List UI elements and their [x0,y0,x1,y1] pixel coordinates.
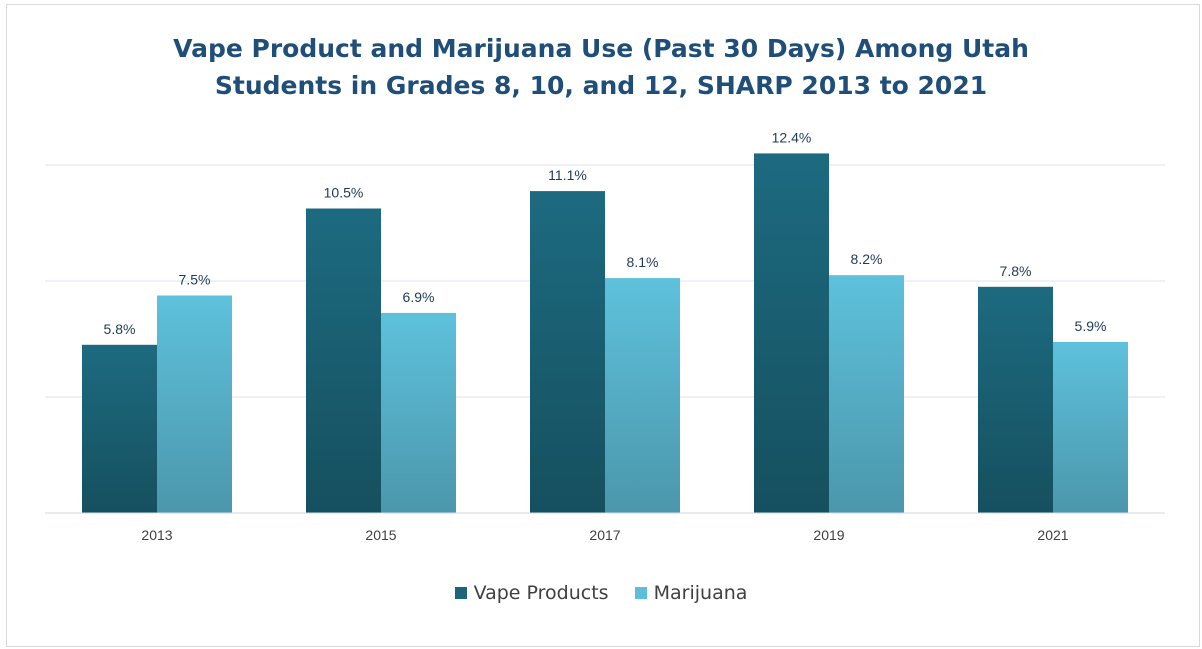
data-label-vape-products-2021: 7.8% [1000,263,1032,279]
x-axis: 2013 2015 2017 2019 2021 [45,512,1165,543]
data-label-vape-products-2013: 5.8% [104,321,136,337]
data-labels: 5.8% 7.5% 10.5% 6.9% 11.1% 8.1% 12.4% 8.2% 7.8% 5… [104,129,1107,336]
bar-vape-products-2021 [978,286,1053,513]
bar-vape-products-2013 [82,344,157,513]
data-label-marijuana-2017: 8.1% [627,254,659,270]
bar-marijuana-2015 [381,312,456,513]
bar-marijuana-2019 [829,275,904,513]
data-label-marijuana-2021: 5.9% [1075,318,1107,334]
x-tick-label-2021: 2021 [1037,527,1068,543]
legend-label-marijuana: Marijuana [653,582,748,604]
chart-title-line-2: Students in Grades 8, 10, and 12, SHARP … [214,71,988,100]
legend-swatch-vape-products [454,587,467,599]
chart-legend: Vape Products Marijuana [0,582,1202,604]
bar-marijuana-2017 [605,278,680,513]
chart-title-line-1: Vape Product and Marijuana Use (Past 30 … [173,34,1029,63]
legend-label-vape-products: Vape Products [473,582,609,604]
x-tick-label-2015: 2015 [365,527,396,543]
bars [82,153,1128,513]
x-tick-label-2019: 2019 [813,527,844,543]
data-label-vape-products-2017: 11.1% [548,167,587,183]
legend-item-vape-products: Vape Products [454,582,609,604]
data-label-marijuana-2019: 8.2% [851,251,883,267]
data-label-vape-products-2015: 10.5% [324,185,364,201]
bar-marijuana-2013 [157,295,232,513]
legend-swatch-marijuana [634,587,647,599]
data-label-marijuana-2013: 7.5% [179,272,211,288]
bar-vape-products-2015 [306,208,381,513]
bar-marijuana-2021 [1053,341,1128,513]
data-label-marijuana-2015: 6.9% [403,289,435,305]
chart-title: Vape Product and Marijuana Use (Past 30 … [0,30,1202,104]
x-tick-label-2013: 2013 [141,527,172,543]
x-tick-label-2017: 2017 [589,527,620,543]
bar-vape-products-2017 [530,191,605,513]
data-label-vape-products-2019: 12.4% [772,129,812,145]
bar-vape-products-2019 [754,153,829,513]
legend-item-marijuana: Marijuana [634,582,748,604]
